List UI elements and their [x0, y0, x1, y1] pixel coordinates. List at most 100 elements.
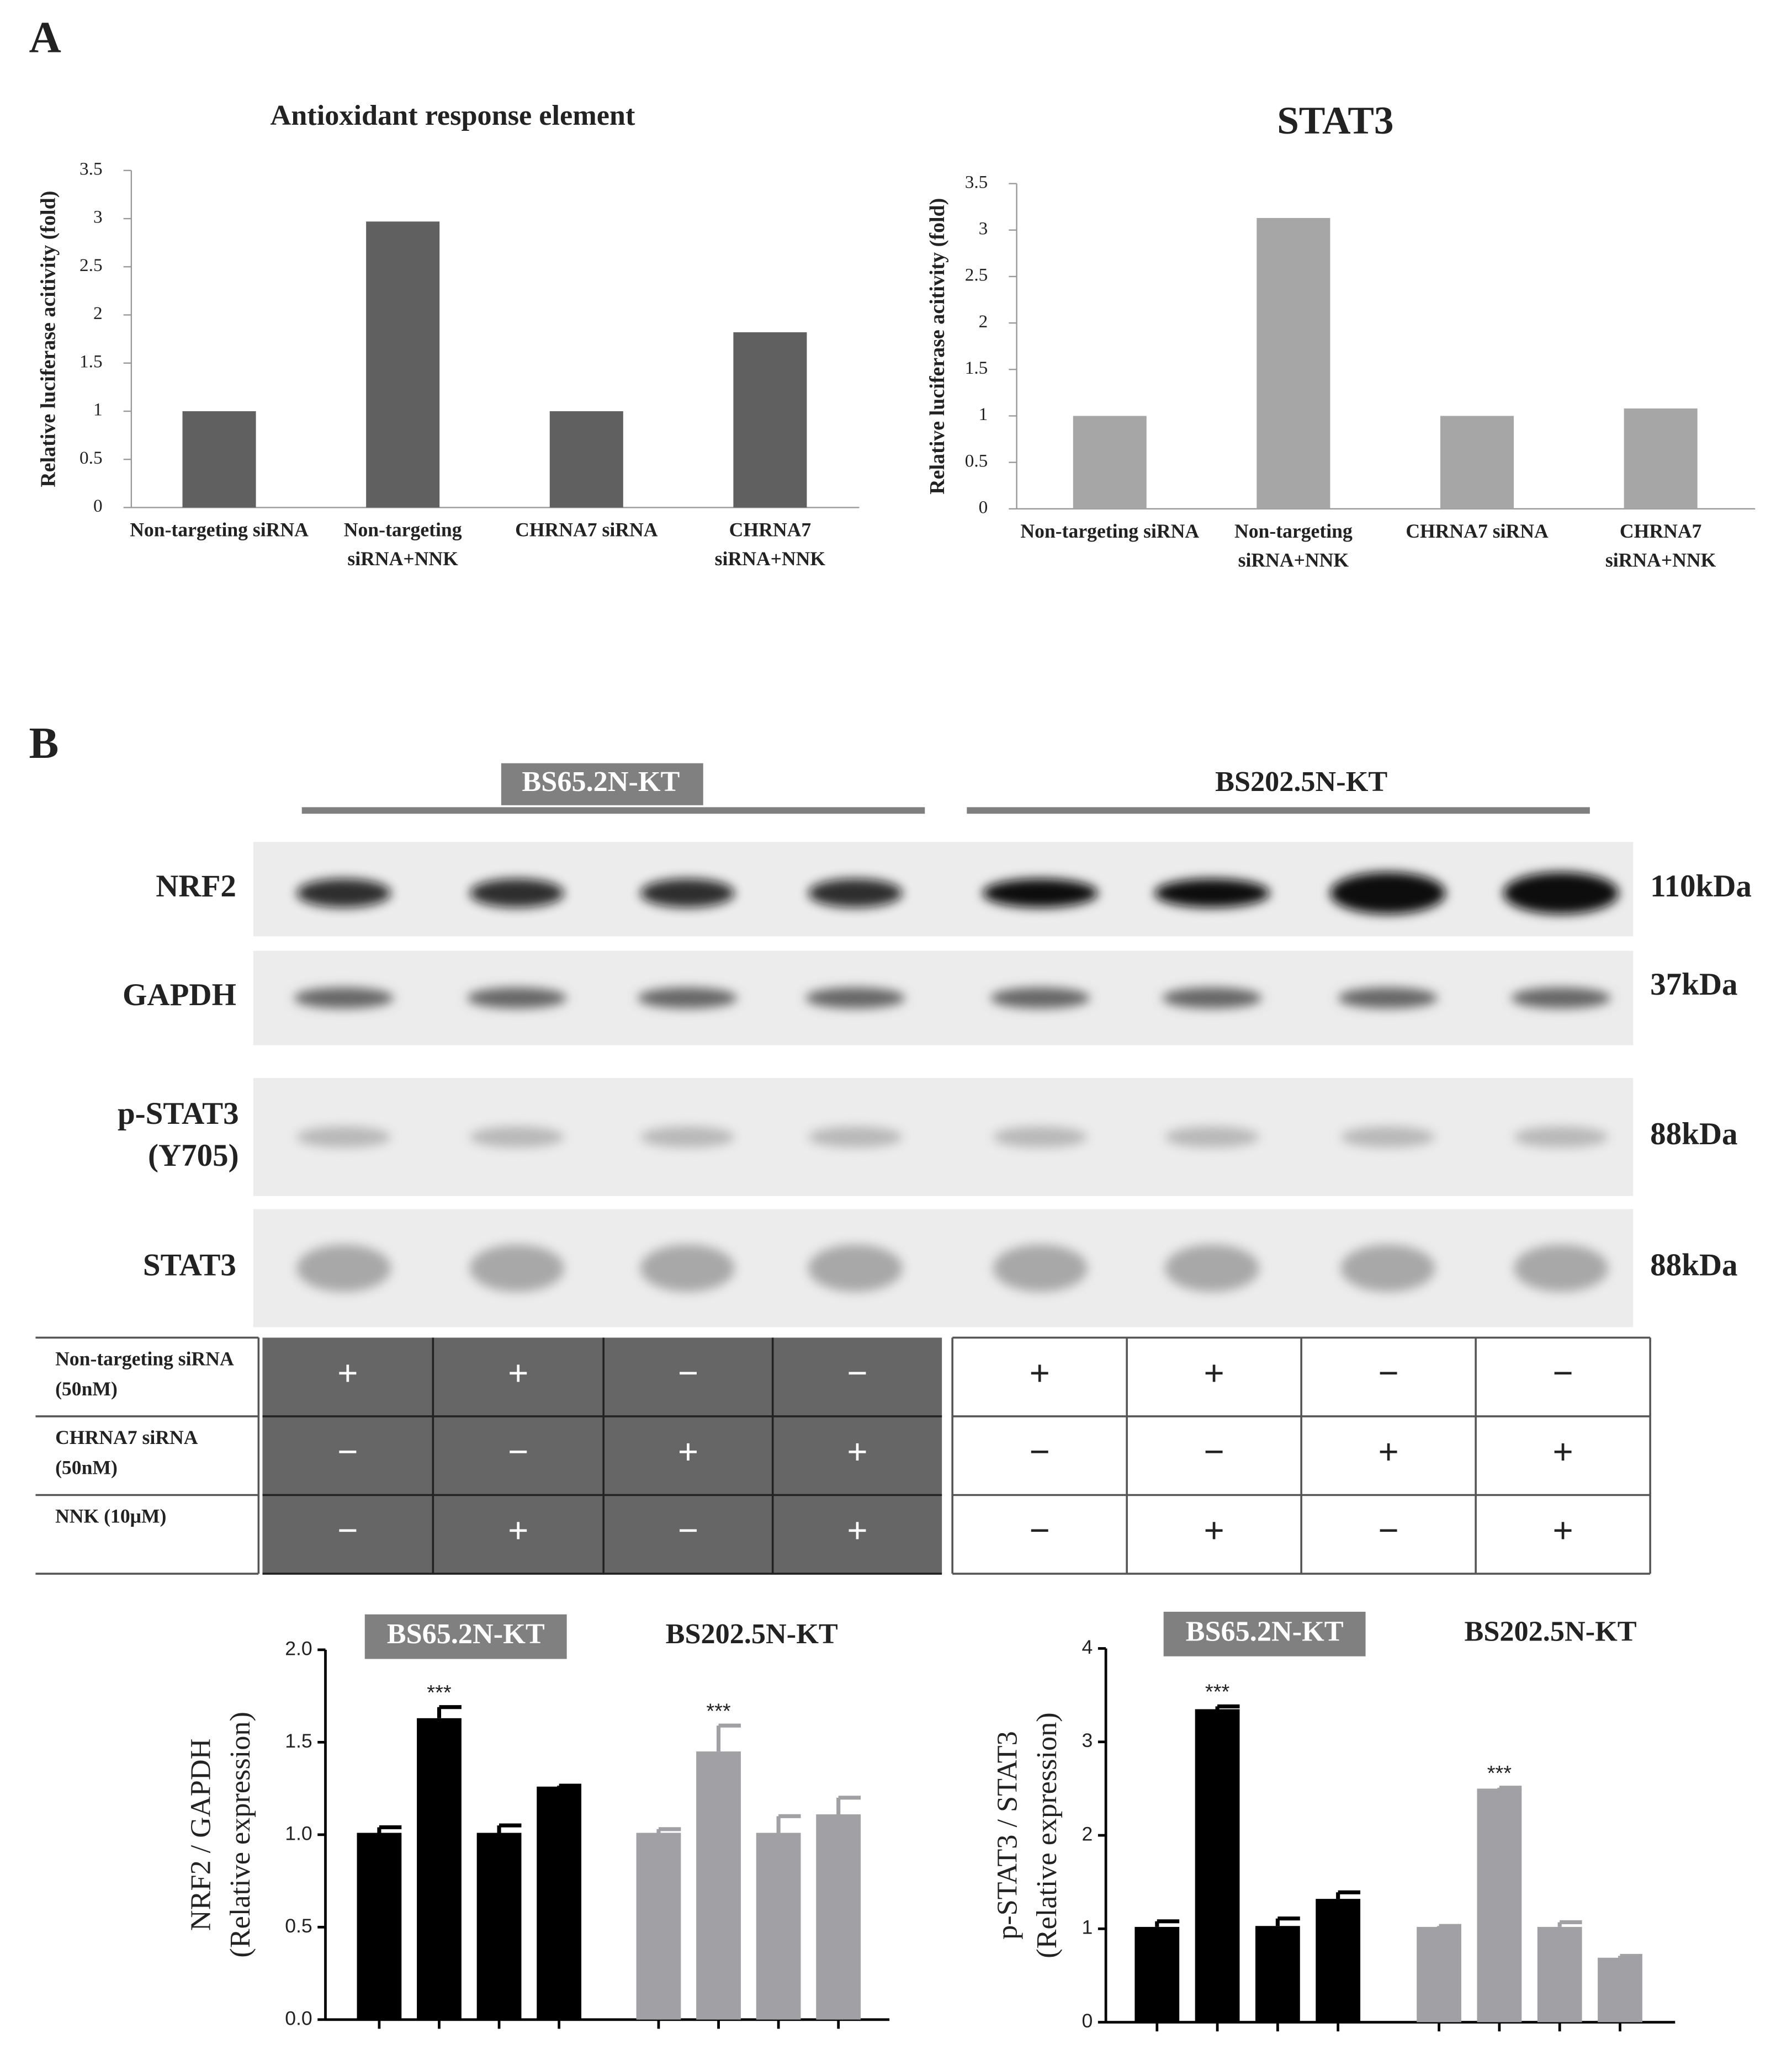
bar — [1134, 1926, 1180, 2022]
blot-band — [469, 878, 564, 908]
blot-band — [469, 1126, 564, 1148]
y-tick-label: 2.5 — [965, 265, 988, 285]
x-tick-label-box: CHRNA7 siRNA — [1406, 522, 1548, 543]
blot-band — [1330, 872, 1446, 914]
error-bar — [836, 1796, 861, 1815]
chart-title: Antioxidant response element — [271, 99, 635, 131]
chart-title: STAT3 — [1277, 99, 1393, 142]
panel-label: B — [29, 719, 59, 768]
bar — [357, 1833, 402, 2020]
blot-band — [640, 878, 735, 908]
bar — [537, 1786, 582, 2020]
y-tick-label: 1.5 — [965, 358, 988, 378]
legend-label: BS65.2N-KT — [387, 1618, 545, 1650]
bar — [1477, 1788, 1522, 2022]
y-tick-label: 3 — [979, 218, 988, 238]
blot-band — [1338, 987, 1438, 1009]
error-bar — [656, 1827, 681, 1833]
x-tick-label: Non-targeting siRNA+NNK — [1234, 522, 1353, 572]
error-bar — [437, 1705, 462, 1718]
table-cell: + — [677, 1432, 698, 1472]
table-cell: − — [677, 1511, 698, 1551]
y-tick-label: 0.5 — [79, 448, 103, 468]
x-tick-label: Non-targeting siRNA — [1020, 522, 1200, 543]
table-cell: − — [508, 1432, 529, 1472]
y-tick-label: 1.5 — [285, 1730, 312, 1752]
y-tick-label: 1 — [1082, 1916, 1093, 1939]
table-cell: − — [677, 1353, 698, 1394]
table-cell: − — [1552, 1353, 1573, 1394]
protein-label: STAT3 — [143, 1248, 236, 1283]
blot-band — [990, 987, 1090, 1009]
bar — [1255, 1926, 1300, 2022]
table-row-label-box: CHRNA7 siRNA (50nM) — [55, 1428, 197, 1478]
y-tick-label: 3.5 — [965, 172, 988, 192]
table-row-label: NNK (10μM) — [55, 1506, 167, 1528]
blot-band — [805, 987, 905, 1009]
table-cell: + — [1203, 1353, 1224, 1394]
blot-group-label: BS202.5N-KT — [1215, 766, 1387, 798]
table-cell: − — [1378, 1511, 1399, 1551]
table-cell: − — [337, 1511, 358, 1551]
legend-label: BS65.2N-KT — [1186, 1615, 1344, 1647]
bar — [1256, 217, 1330, 509]
x-tick-label-box: Non-targeting siRNA+NNK — [343, 521, 462, 570]
bar — [696, 1751, 741, 2020]
table-cell: + — [847, 1432, 868, 1472]
bar — [1316, 1899, 1361, 2022]
error-bar — [1155, 1919, 1180, 1927]
y-axis-label: Relative luciferase acitivity (fold) — [926, 198, 949, 495]
bar — [476, 1833, 522, 2020]
table-cell: − — [1029, 1432, 1050, 1472]
x-tick-label: Non-targeting siRNA — [130, 521, 309, 542]
size-label: 110kDa — [1650, 869, 1752, 904]
blot-group-label: BS65.2N-KT — [522, 766, 680, 798]
y-tick-label: 2 — [93, 303, 103, 323]
bar — [816, 1814, 861, 2020]
error-bar — [377, 1825, 402, 1833]
panel-label: A — [29, 13, 61, 62]
table-cell: + — [1552, 1511, 1573, 1551]
blot-band — [1340, 1244, 1435, 1292]
blot-band — [808, 878, 903, 908]
y-tick-label: 1 — [979, 404, 988, 424]
x-tick-label: CHRNA7 siRNA+NNK — [1605, 522, 1716, 572]
x-tick-label: Non-targeting siRNA+NNK — [343, 521, 462, 570]
table-block — [262, 1337, 942, 1574]
bar — [636, 1833, 681, 2020]
blot-band — [637, 987, 738, 1009]
legend-label: BS202.5N-KT — [666, 1618, 838, 1650]
size-label: 88kDa — [1650, 1117, 1737, 1151]
blot-band — [469, 1244, 564, 1292]
table-cell: + — [1378, 1432, 1399, 1472]
blot-band — [1503, 872, 1619, 914]
error-bar — [1336, 1890, 1361, 1899]
bar — [1440, 416, 1514, 509]
table-cell: + — [1552, 1432, 1573, 1472]
group-label-box — [364, 1614, 567, 1659]
error-bar — [1437, 1924, 1462, 1928]
blot-band — [294, 987, 394, 1009]
error-bar — [776, 1814, 801, 1833]
y-tick-label: 4 — [1082, 1636, 1093, 1658]
blot-band — [296, 1244, 391, 1292]
error-bar — [1275, 1916, 1300, 1926]
bar — [1598, 1957, 1642, 2022]
protein-label: GAPDH — [123, 978, 236, 1012]
table-cell: + — [337, 1353, 358, 1394]
bar — [756, 1833, 801, 2020]
blot-band — [1165, 1126, 1260, 1148]
significance-label: *** — [1487, 1762, 1512, 1785]
bar — [1073, 416, 1147, 509]
blot-band — [982, 878, 1098, 908]
table-cell: + — [847, 1511, 868, 1551]
y-tick-label: 2 — [1082, 1823, 1093, 1845]
blot-band — [1162, 987, 1262, 1009]
table-cell: + — [1203, 1511, 1224, 1551]
legend-label: BS202.5N-KT — [1465, 1615, 1637, 1647]
y-tick-label: 3 — [1082, 1729, 1093, 1751]
x-tick-label-box: Non-targeting siRNA — [130, 521, 309, 542]
bar — [1417, 1926, 1462, 2022]
bar — [1624, 408, 1698, 509]
bar — [417, 1718, 462, 2020]
